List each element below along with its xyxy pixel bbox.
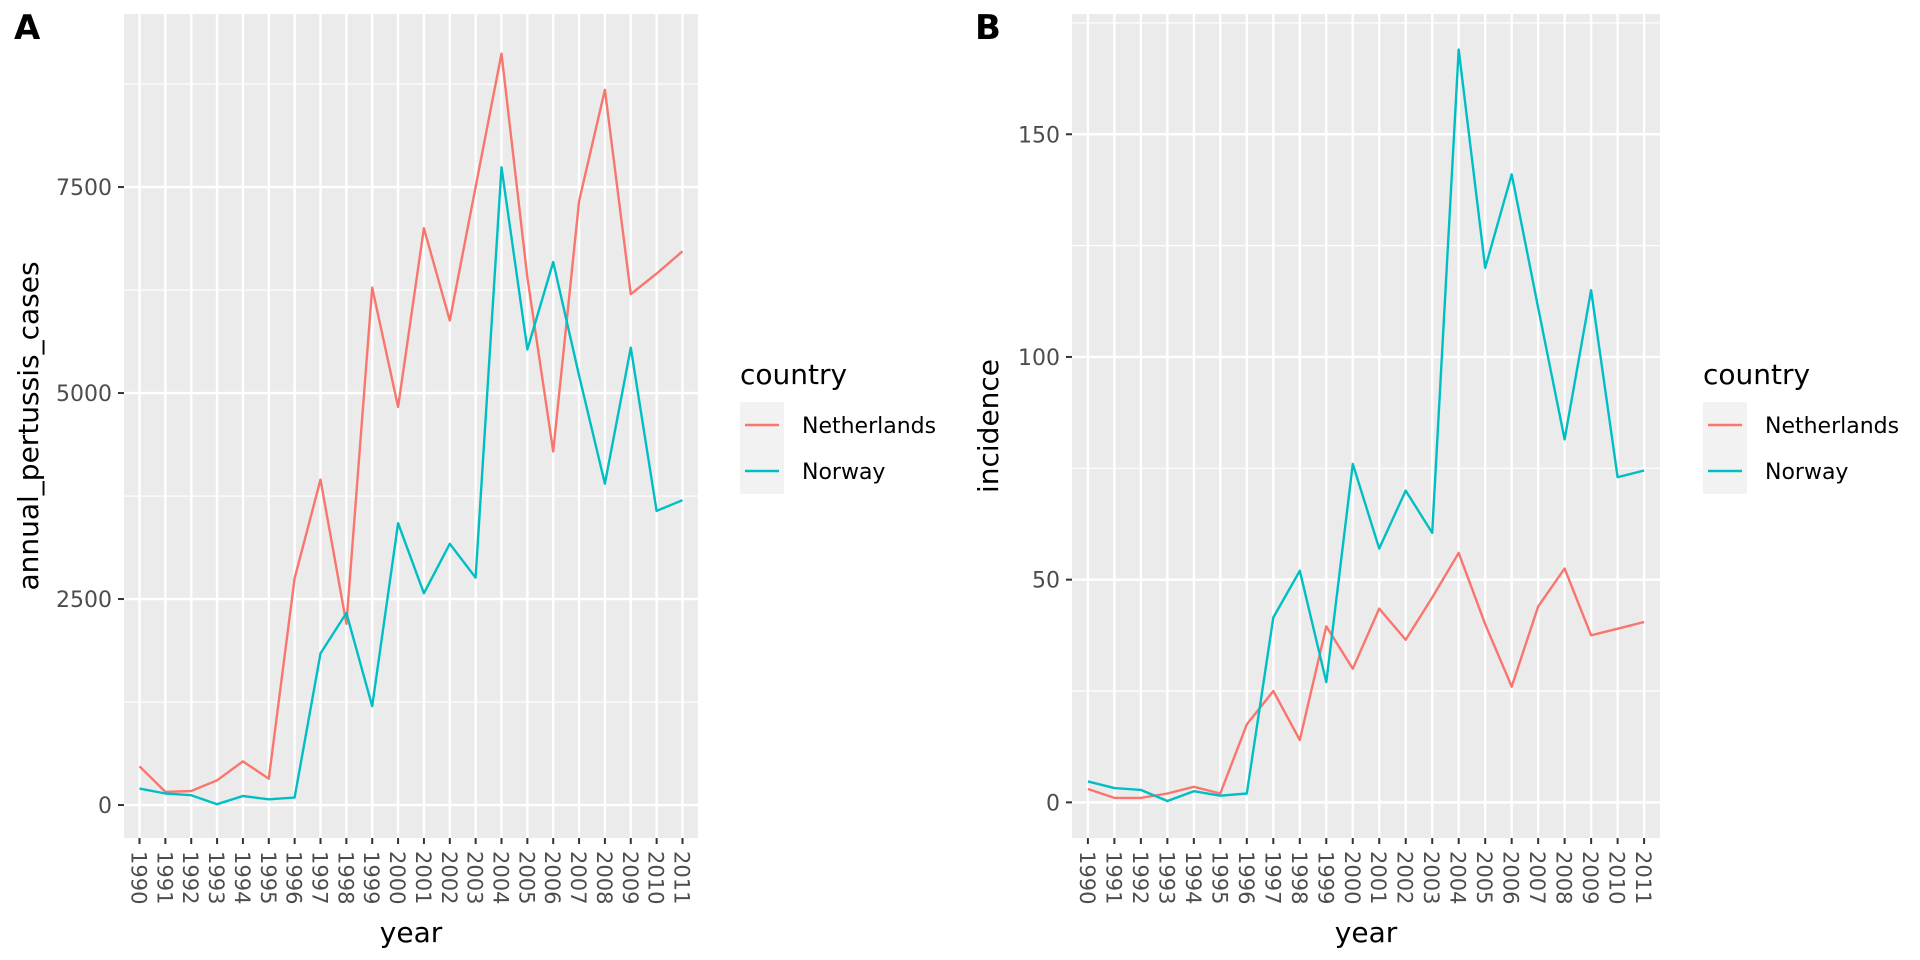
y-axis-title: incidence — [972, 359, 1005, 493]
x-tick-label: 1995 — [1207, 851, 1231, 904]
x-tick-label: 1999 — [1313, 851, 1337, 904]
series-line-norway — [139, 166, 683, 806]
legend-title: country — [740, 358, 847, 391]
x-tick-label: 2003 — [463, 851, 487, 904]
y-axis-title: annual_pertussis_cases — [12, 261, 45, 590]
legend-title: country — [1703, 358, 1810, 391]
x-tick-label: 2004 — [1446, 851, 1470, 904]
x-tick-label: 1998 — [333, 851, 357, 904]
legend-label-netherlands: Netherlands — [1765, 414, 1899, 439]
x-tick-label: 2006 — [540, 851, 564, 904]
x-tick-label: 1999 — [359, 851, 383, 904]
x-tick-label: 1995 — [256, 851, 280, 904]
series-line-norway — [1087, 48, 1645, 803]
x-tick-label: 1994 — [1181, 851, 1205, 904]
x-tick-label: 2003 — [1419, 851, 1443, 904]
x-tick-label: 2009 — [618, 851, 642, 904]
x-tick-label: 2010 — [644, 851, 668, 904]
x-tick-label: 1996 — [1234, 851, 1258, 904]
legend-label-norway: Norway — [1765, 460, 1848, 485]
x-tick-label: 1993 — [204, 851, 228, 904]
x-tick-label: 2000 — [385, 851, 409, 904]
x-tick-label: 2009 — [1578, 851, 1602, 904]
panel-label-a: A — [14, 8, 41, 48]
x-tick-label: 2004 — [488, 851, 512, 904]
x-tick-label: 1994 — [230, 851, 254, 904]
x-tick-label: 2002 — [1393, 851, 1417, 904]
panel-label-b: B — [975, 8, 1001, 48]
series-line-netherlands — [138, 52, 684, 794]
x-tick-label: 2005 — [1472, 851, 1496, 904]
x-tick-label: 1998 — [1287, 851, 1311, 904]
x-tick-label: 1991 — [152, 851, 176, 904]
x-tick-label: 2007 — [1525, 851, 1549, 904]
plot-panel — [124, 14, 698, 838]
legend-label-netherlands: Netherlands — [802, 414, 936, 439]
x-tick-label: 1990 — [127, 851, 151, 904]
x-tick-label: 1991 — [1101, 851, 1125, 904]
x-tick-label: 2001 — [1366, 851, 1390, 904]
y-tick-label: 5000 — [56, 382, 112, 407]
x-tick-label: 2011 — [669, 851, 693, 904]
x-axis-title: year — [380, 916, 443, 949]
x-tick-label: 2011 — [1631, 851, 1655, 904]
y-tick-label: 0 — [98, 794, 112, 819]
x-tick-label: 2002 — [437, 851, 461, 904]
x-tick-label: 2005 — [514, 851, 538, 904]
y-tick-label: 50 — [1032, 569, 1060, 594]
y-tick-label: 150 — [1018, 123, 1060, 148]
x-tick-label: 2006 — [1499, 851, 1523, 904]
series-line-netherlands — [1087, 551, 1645, 800]
x-tick-label: 1996 — [282, 851, 306, 904]
x-tick-label: 2010 — [1605, 851, 1629, 904]
y-tick-label: 7500 — [56, 176, 112, 201]
x-tick-label: 2000 — [1340, 851, 1364, 904]
x-tick-label: 1992 — [178, 851, 202, 904]
x-tick-label: 1990 — [1075, 851, 1099, 904]
x-axis-title: year — [1335, 916, 1398, 949]
x-tick-label: 1992 — [1128, 851, 1152, 904]
legend-label-norway: Norway — [802, 460, 885, 485]
x-tick-label: 2008 — [592, 851, 616, 904]
plot-panel — [1072, 14, 1660, 838]
x-tick-label: 1997 — [1260, 851, 1284, 904]
y-tick-label: 2500 — [56, 588, 112, 613]
y-tick-label: 0 — [1046, 791, 1060, 816]
x-tick-label: 1997 — [308, 851, 332, 904]
x-tick-label: 2007 — [566, 851, 590, 904]
x-tick-label: 1993 — [1154, 851, 1178, 904]
y-tick-label: 100 — [1018, 346, 1060, 371]
x-tick-label: 2008 — [1552, 851, 1576, 904]
x-tick-label: 2001 — [411, 851, 435, 904]
